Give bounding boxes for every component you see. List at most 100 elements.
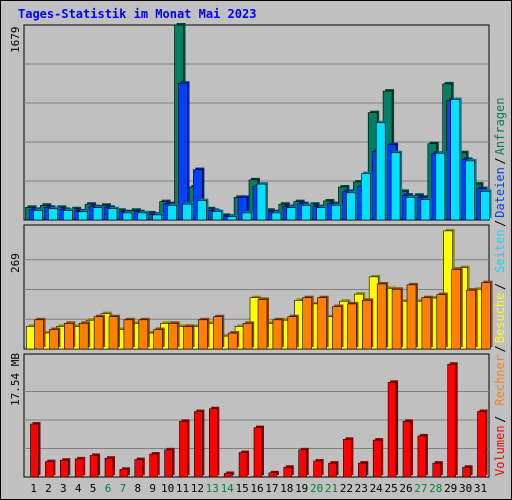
bar-rechner-day-14 [227, 331, 240, 350]
bar-seiten-day-18 [286, 205, 298, 221]
bar-seiten-day-28 [435, 151, 447, 221]
bar-seiten-day-1 [33, 208, 45, 221]
day-label: 14 [221, 482, 235, 495]
day-label: 28 [429, 482, 442, 495]
day-label: 19 [295, 482, 308, 495]
bar-rechner-day-11 [183, 324, 195, 350]
bar-volumen-day-17 [268, 470, 279, 478]
chart-title: Tages-Statistik im Monat Mai 2023 [18, 7, 257, 21]
legend-separator: / [493, 157, 507, 164]
day-label: 9 [149, 482, 156, 495]
bar-volumen-day-15 [238, 450, 250, 478]
bar-seiten-day-3 [62, 208, 75, 221]
bar-rechner-day-27 [421, 295, 433, 350]
bar-seiten-day-9 [152, 212, 164, 221]
bar-seiten-day-14 [226, 214, 239, 221]
bar-seiten-day-6 [107, 206, 119, 221]
bar-seiten-day-27 [420, 197, 432, 221]
day-label: 20 [310, 482, 323, 495]
bar-seiten-day-4 [77, 209, 90, 221]
day-label: 3 [60, 482, 67, 495]
panel-bottom [23, 353, 490, 478]
bar-volumen-day-26 [402, 419, 413, 478]
bar-rechner-day-13 [213, 314, 225, 350]
day-label: 18 [280, 482, 293, 495]
day-label: 22 [340, 482, 353, 495]
bar-rechner-day-18 [287, 314, 299, 350]
bar-volumen-day-10 [164, 447, 175, 478]
bar-volumen-day-5 [89, 453, 101, 478]
day-label: 4 [75, 482, 82, 495]
bar-seiten-day-29 [450, 97, 462, 221]
panel-top [23, 23, 492, 221]
bar-rechner-day-3 [64, 321, 76, 350]
day-label: 30 [459, 482, 472, 495]
bar-seiten-day-22 [346, 190, 358, 221]
bar-seiten-day-10 [167, 203, 179, 221]
bar-volumen-day-22 [343, 437, 354, 478]
day-label: 23 [355, 482, 368, 495]
bar-rechner-day-16 [257, 297, 269, 350]
day-label: 26 [399, 482, 412, 495]
day-label: 25 [384, 482, 397, 495]
bar-rechner-day-10 [168, 321, 180, 350]
bar-seiten-day-23 [360, 171, 373, 221]
bar-seiten-day-12 [197, 198, 209, 221]
bar-seiten-day-11 [182, 202, 194, 221]
bar-volumen-day-25 [387, 380, 399, 478]
day-label: 2 [45, 482, 52, 495]
day-label: 27 [414, 482, 427, 495]
panel-middle [23, 224, 493, 350]
bar-seiten-day-19 [301, 203, 313, 221]
day-label: 13 [206, 482, 219, 495]
bar-seiten-day-21 [331, 203, 343, 221]
y-max-label: 1679 [9, 27, 22, 54]
bar-seiten-day-16 [256, 182, 268, 221]
bar-rechner-day-5 [93, 314, 106, 350]
bar-rechner-day-7 [123, 317, 135, 350]
bar-rechner-day-20 [317, 295, 329, 350]
bar-volumen-day-14 [223, 471, 235, 478]
day-label: 24 [370, 482, 384, 495]
bar-volumen-day-31 [477, 409, 488, 478]
y-max-label: 17.54 MB [9, 353, 22, 406]
bar-volumen-day-7 [119, 467, 130, 478]
day-label: 5 [90, 482, 97, 495]
bar-rechner-day-8 [138, 317, 150, 350]
day-label: 6 [105, 482, 112, 495]
bar-volumen-day-20 [313, 459, 324, 478]
bar-volumen-day-9 [149, 452, 160, 478]
bar-seiten-day-2 [48, 206, 60, 221]
legend-anfragen: Anfragen [493, 98, 507, 156]
day-label: 29 [444, 482, 457, 495]
bar-rechner-day-31 [481, 280, 493, 350]
legend-rechner: Rechner [493, 355, 507, 406]
bar-seiten-day-31 [480, 189, 492, 221]
bar-rechner-day-28 [436, 292, 448, 350]
bar-rechner-day-1 [34, 317, 46, 350]
bar-volumen-day-18 [283, 465, 294, 478]
day-label: 17 [265, 482, 278, 495]
bar-rechner-day-6 [108, 314, 120, 350]
legend-volumen: Volumen [493, 425, 507, 476]
legend-separator: / [493, 345, 507, 352]
bar-volumen-day-29 [447, 362, 458, 478]
day-label: 31 [474, 482, 487, 495]
bar-rechner-day-25 [391, 287, 404, 350]
bar-volumen-day-13 [209, 406, 220, 478]
bar-seiten-day-17 [271, 210, 283, 221]
day-label: 10 [161, 482, 174, 495]
bar-seiten-day-26 [405, 195, 417, 221]
bar-rechner-day-21 [332, 304, 344, 350]
bar-rechner-day-24 [376, 281, 389, 350]
day-label: 1 [30, 482, 37, 495]
bar-volumen-day-28 [432, 461, 443, 478]
bar-rechner-day-4 [78, 321, 91, 350]
bar-rechner-day-15 [242, 321, 255, 350]
bar-seiten-day-13 [212, 209, 224, 221]
bar-volumen-day-1 [30, 422, 41, 478]
bar-volumen-day-12 [194, 409, 205, 478]
legend-besuche: Besuche [493, 293, 507, 344]
day-label: 7 [120, 482, 127, 495]
day-label: 8 [134, 482, 141, 495]
